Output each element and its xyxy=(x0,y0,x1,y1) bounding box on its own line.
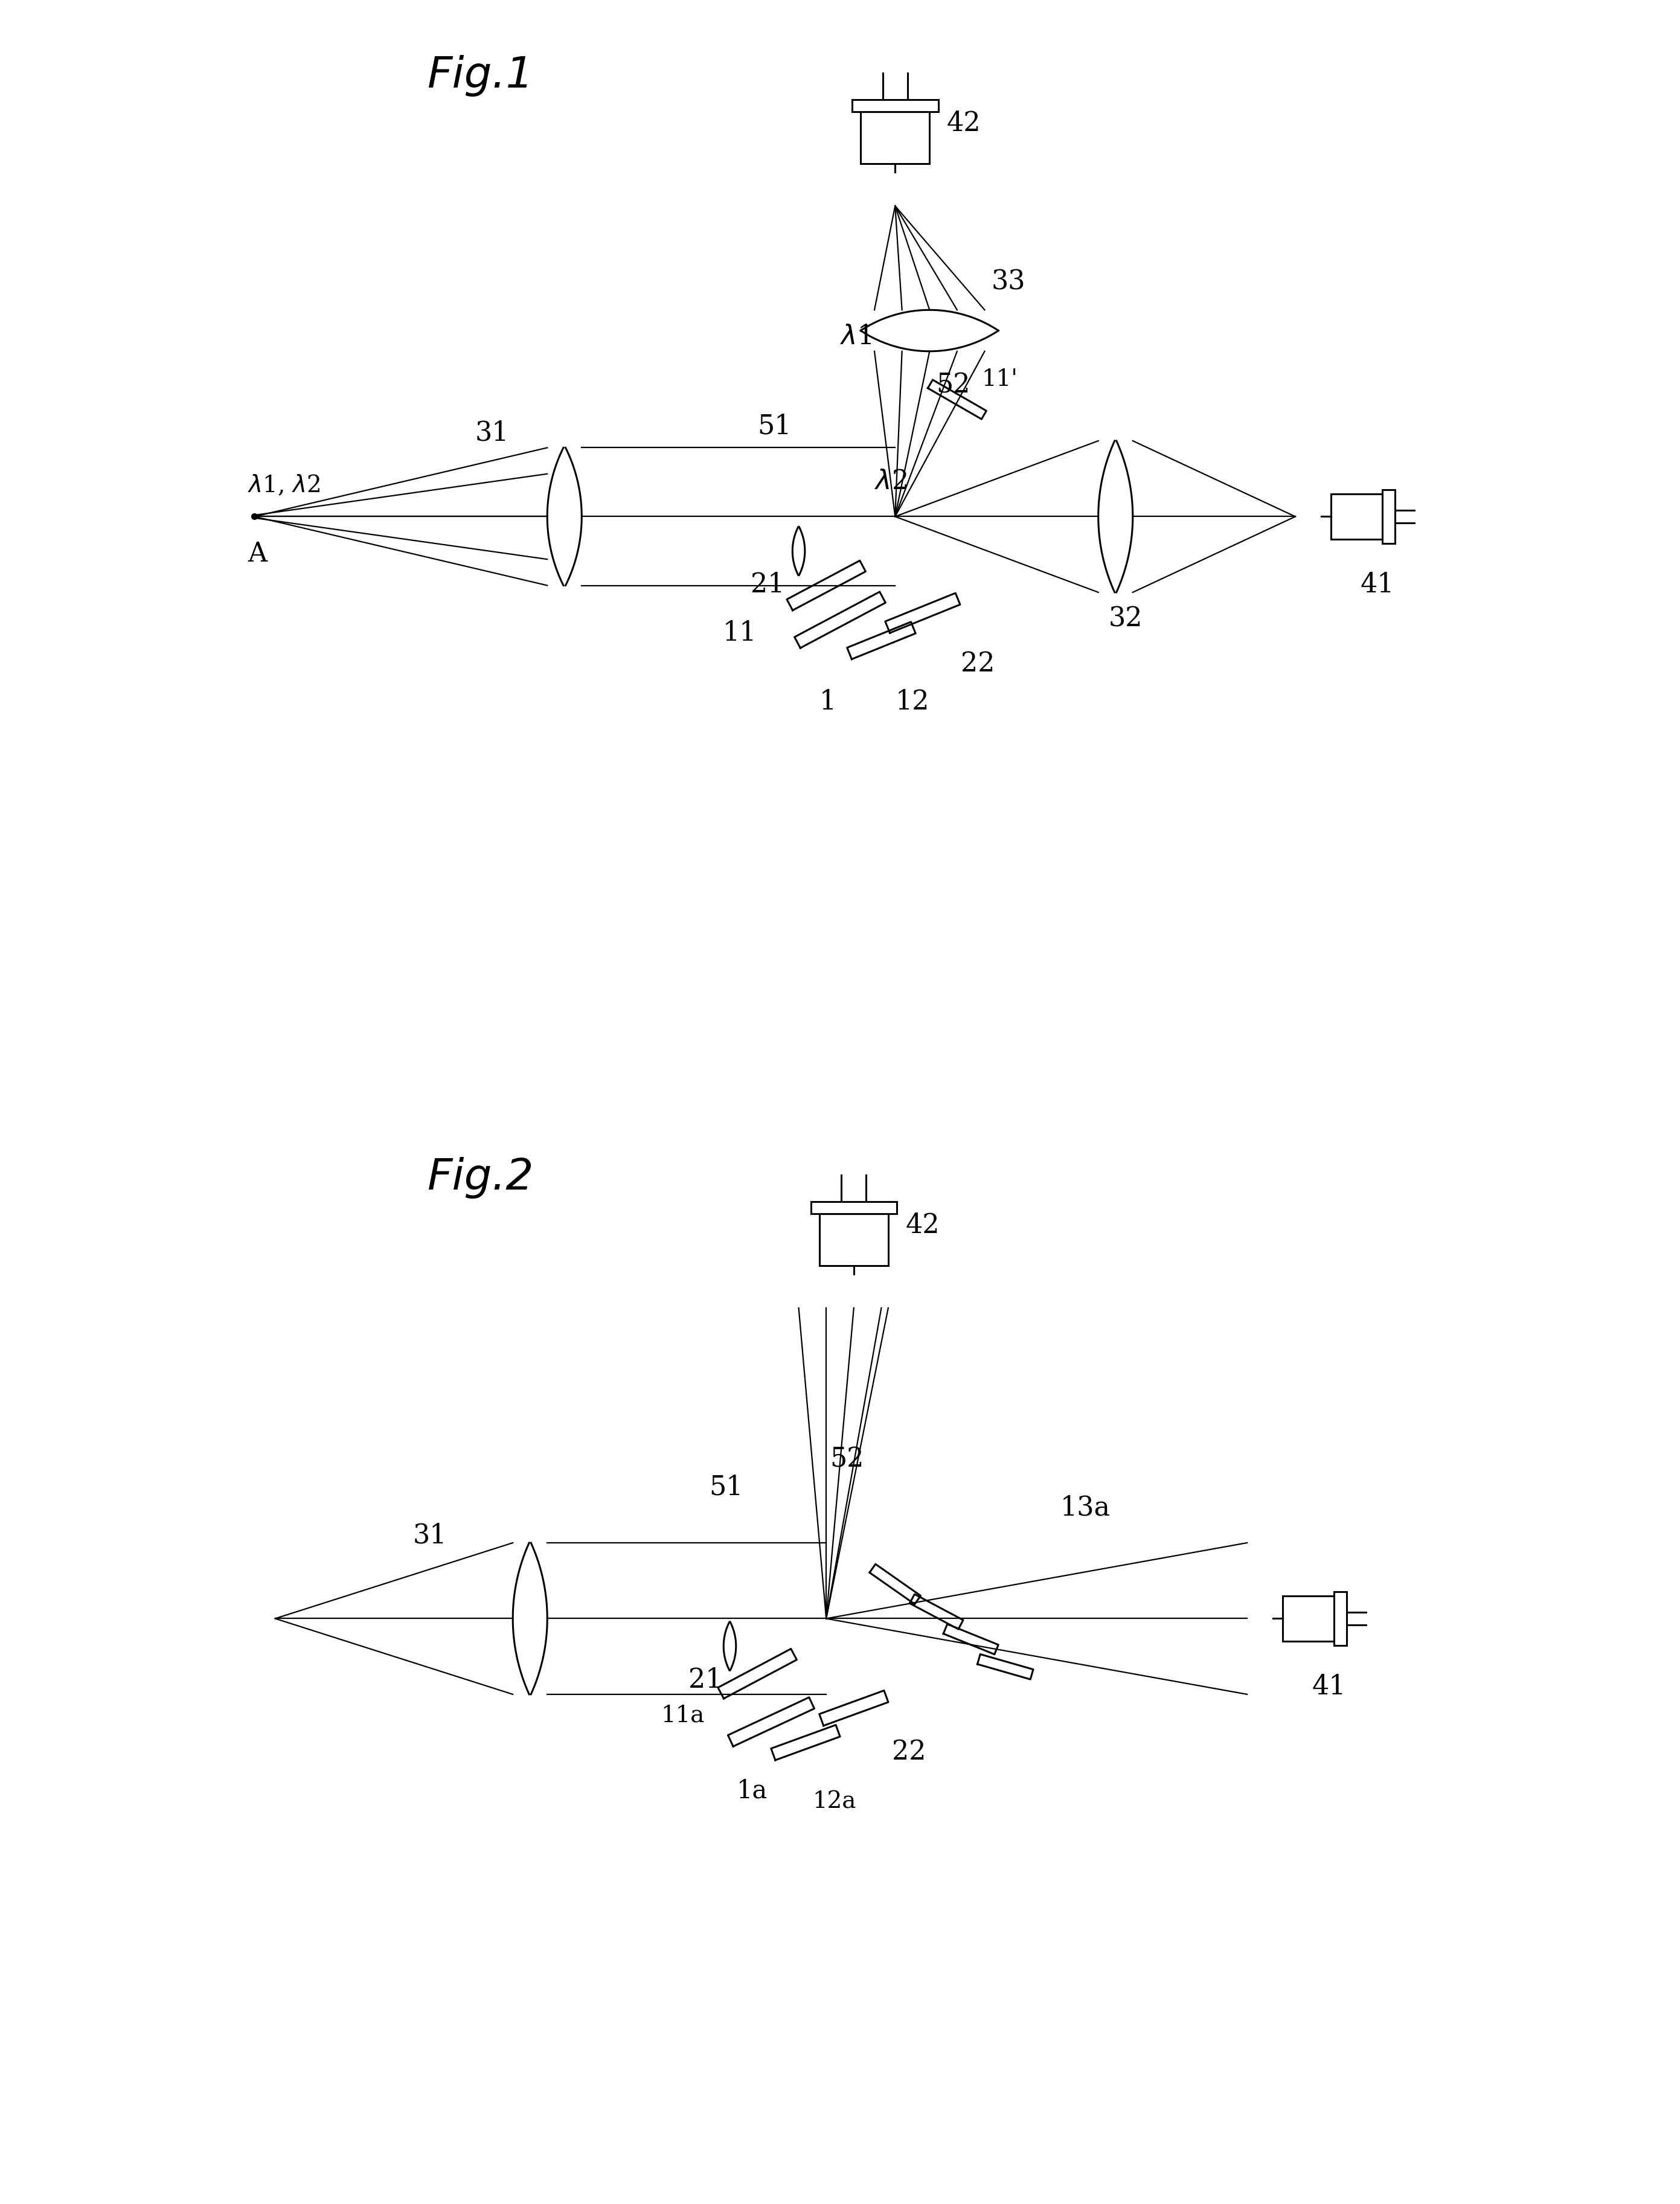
Text: 21: 21 xyxy=(689,1666,722,1693)
Text: 11': 11' xyxy=(981,368,1018,390)
Bar xyxy=(852,99,937,112)
Bar xyxy=(1331,494,1383,540)
Text: 11a: 11a xyxy=(660,1704,704,1726)
Text: 12: 12 xyxy=(895,690,929,714)
Text: 31: 31 xyxy=(475,421,509,445)
Text: 12a: 12a xyxy=(813,1790,857,1814)
Bar xyxy=(1383,489,1394,544)
Text: 31: 31 xyxy=(413,1523,447,1547)
Text: $\lambda$1: $\lambda$1 xyxy=(840,324,872,350)
Text: 52: 52 xyxy=(830,1446,864,1472)
Text: 1a: 1a xyxy=(736,1779,768,1803)
Text: $\lambda$1, $\lambda$2: $\lambda$1, $\lambda$2 xyxy=(247,474,321,498)
Text: 13a: 13a xyxy=(1060,1494,1110,1521)
Text: 11: 11 xyxy=(722,619,758,646)
Text: 41: 41 xyxy=(1312,1673,1346,1699)
Text: $\lambda$2: $\lambda$2 xyxy=(875,469,907,494)
Text: 21: 21 xyxy=(751,571,785,597)
Bar xyxy=(820,1214,889,1265)
Text: 51: 51 xyxy=(758,414,791,439)
Text: 33: 33 xyxy=(991,269,1026,295)
Bar xyxy=(1282,1596,1334,1642)
Text: 22: 22 xyxy=(961,650,995,677)
Text: 1: 1 xyxy=(820,690,837,714)
Bar xyxy=(1334,1591,1347,1646)
Text: 52: 52 xyxy=(936,372,971,399)
Text: 32: 32 xyxy=(1109,606,1142,633)
Text: 51: 51 xyxy=(709,1474,743,1501)
Text: 22: 22 xyxy=(892,1739,926,1765)
Bar xyxy=(811,1201,897,1214)
Text: 41: 41 xyxy=(1361,571,1394,597)
Text: Fig.2: Fig.2 xyxy=(427,1157,533,1199)
Text: 42: 42 xyxy=(948,110,981,137)
Text: 42: 42 xyxy=(906,1212,939,1239)
Bar xyxy=(860,112,929,163)
Text: Fig.1: Fig.1 xyxy=(427,55,533,97)
Text: A: A xyxy=(247,540,267,566)
